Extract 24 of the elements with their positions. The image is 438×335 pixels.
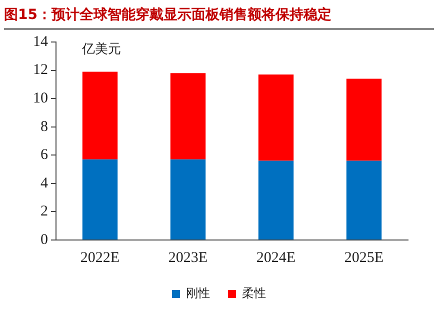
y-tick-label: 0 xyxy=(40,232,48,248)
bar xyxy=(258,160,294,240)
bar xyxy=(346,160,382,240)
chart-title: 图15：预计全球智能穿戴显示面板销售额将保持稳定 xyxy=(4,6,332,24)
x-tick-label: 2024E xyxy=(256,250,296,266)
y-tick-label: 6 xyxy=(40,147,48,164)
bar xyxy=(258,74,294,161)
y-tick-label: 10 xyxy=(33,90,48,107)
bar xyxy=(170,159,206,240)
y-tick-label: 2 xyxy=(40,204,48,220)
y-axis-title: 亿美元 xyxy=(82,41,121,58)
y-tick-label: 14 xyxy=(33,34,48,50)
x-tick-label: 2023E xyxy=(168,250,208,266)
bar xyxy=(170,73,206,160)
y-tick-label: 12 xyxy=(33,62,48,78)
bar xyxy=(346,78,382,161)
legend-label: 柔性 xyxy=(242,286,266,300)
legend-label: 刚性 xyxy=(186,286,210,300)
x-tick-label: 2025E xyxy=(344,250,384,266)
y-tick-label: 4 xyxy=(40,175,48,192)
x-tick-label: 2022E xyxy=(80,250,120,266)
y-tick-label: 8 xyxy=(40,118,48,135)
bar xyxy=(82,159,118,240)
bar xyxy=(82,72,118,160)
